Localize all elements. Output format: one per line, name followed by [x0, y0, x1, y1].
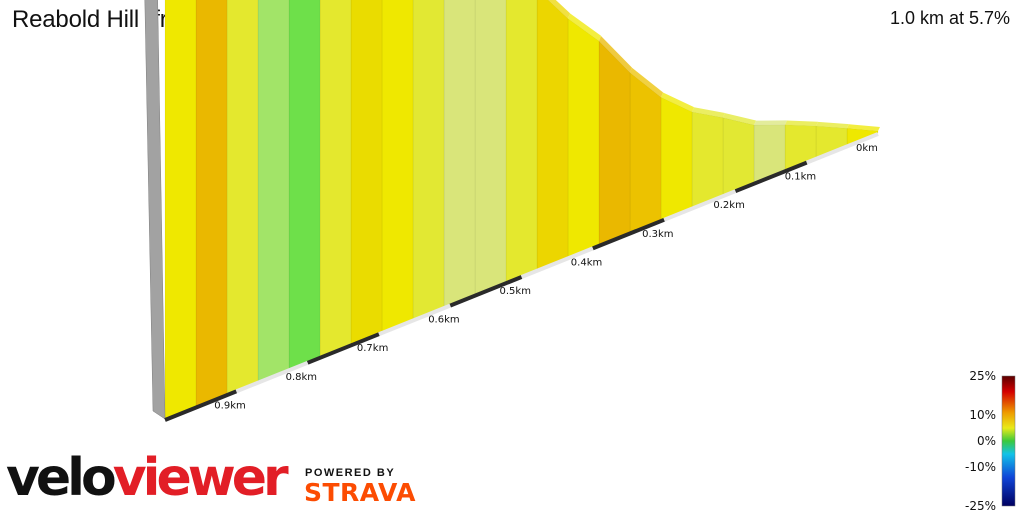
profile-top-edges	[548, 0, 880, 131]
profile-segment	[660, 96, 693, 221]
grade-scale-label: -25%	[965, 499, 996, 512]
distance-axis-bar	[663, 189, 737, 222]
profile-segment	[257, 0, 290, 383]
profile-segment	[195, 0, 228, 408]
profile-segment-top	[723, 113, 756, 126]
grade-scale-label: 25%	[969, 369, 996, 383]
distance-tick-label: 0.5km	[500, 286, 531, 297]
distance-tick-label: 0.6km	[428, 315, 459, 326]
distance-tick-label: 0.9km	[214, 400, 245, 411]
logo-viewer-text: viewer	[112, 448, 289, 508]
distance-tick-labels: 0km 0.1km 0.2km 0.3km 0.4km 0.5km 0.6km 0.7km 0.…	[214, 143, 878, 411]
profile-segment	[505, 0, 538, 283]
profile-segment	[412, 0, 445, 320]
grade-scale-label: -10%	[965, 460, 996, 474]
logo-velo-text: velo	[6, 448, 117, 508]
profile-segment	[598, 40, 631, 246]
profile-segment	[536, 0, 569, 271]
profile-segment	[474, 0, 507, 296]
profile-front-face	[144, 0, 166, 420]
distance-tick-label: 0.1km	[785, 172, 816, 183]
profile-segment	[567, 18, 600, 258]
distance-tick-label: 0.3km	[642, 229, 673, 240]
distance-axis-bar	[520, 246, 594, 279]
distance-axis-bar	[306, 332, 380, 365]
profile-segment-top	[692, 107, 725, 118]
distance-axis-bar	[164, 389, 238, 422]
profile-segment-top	[847, 124, 880, 131]
distance-tick-label: 0km	[856, 143, 878, 154]
distance-axis-bar	[734, 160, 808, 194]
profile-segment	[691, 111, 724, 209]
distance-tick-label: 0.4km	[571, 257, 602, 268]
distance-axis-bar	[449, 275, 523, 308]
profile-segment	[288, 0, 321, 370]
profile-segment-top	[661, 92, 694, 112]
profile-segment	[629, 72, 662, 233]
profile-segment	[381, 0, 414, 333]
distance-axis-bar	[805, 132, 879, 165]
profile-segment-top	[816, 121, 849, 129]
profile-segment-top	[754, 120, 787, 126]
profile-segment	[350, 0, 383, 345]
distance-axis-bar	[378, 303, 451, 337]
grade-scale-label: 10%	[969, 408, 996, 422]
distance-axis	[164, 132, 879, 422]
distance-axis-bar	[235, 360, 309, 394]
profile-segments	[164, 0, 879, 420]
profile-segment	[164, 0, 197, 420]
profile-segment-top	[630, 67, 663, 98]
distance-tick-label: 0.8km	[286, 372, 317, 383]
profile-segment-top	[599, 35, 632, 73]
profile-segment	[443, 0, 476, 308]
grade-scale-label: 0%	[977, 434, 996, 448]
profile-segment	[226, 0, 259, 395]
distance-axis-bar	[592, 217, 665, 251]
distance-tick-label: 0.2km	[713, 200, 744, 211]
strava-logo: STRAVA	[304, 478, 416, 507]
powered-by-label: POWERED BY	[305, 467, 396, 479]
profile-segment-top	[785, 120, 818, 126]
grade-color-scale: 25% 10% 0% -10% -25%	[965, 369, 1016, 512]
veloviewer-logo: veloviewer	[6, 448, 289, 508]
profile-segment-top	[548, 0, 570, 19]
profile-segment	[319, 0, 352, 358]
grade-scale-bar	[1001, 375, 1016, 507]
profile-segment-top	[568, 13, 601, 41]
climb-summary: 1.0 km at 5.7%	[889, 8, 1010, 28]
distance-tick-label: 0.7km	[357, 343, 388, 354]
